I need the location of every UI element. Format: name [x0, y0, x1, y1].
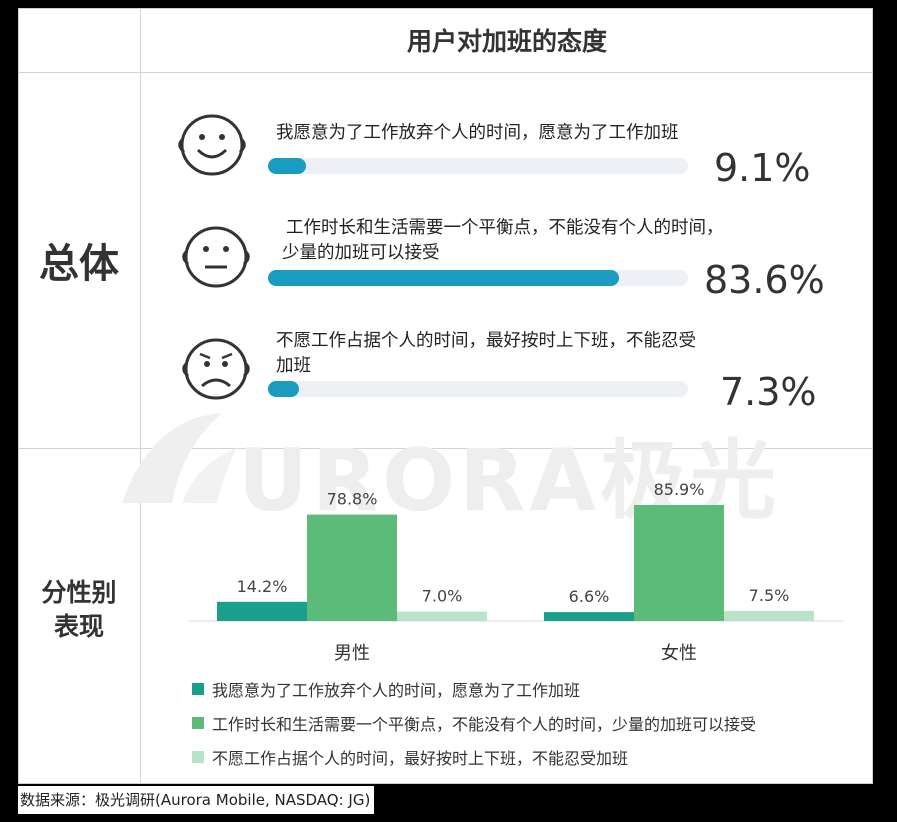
- page-title: 用户对加班的态度: [406, 27, 607, 56]
- bar-2-series-1: [544, 612, 634, 621]
- overall-item-1-bar: [268, 158, 307, 174]
- bar-2-series-3: [724, 610, 814, 621]
- overall-item-3-text-line1: 不愿工作占据个人的时间，最好按时上下班，不能忍受: [276, 331, 696, 351]
- legend-swatch-1: [192, 683, 204, 695]
- section-divider: [18, 448, 873, 449]
- legend-item-2: 工作时长和生活需要一个平衡点，不能没有个人的时间，少量的加班可以接受: [192, 711, 756, 735]
- overall-item-2-track: [268, 270, 688, 286]
- overall-item-2-bar: [268, 270, 620, 286]
- data-label-2-series-3: 7.5%: [749, 586, 790, 605]
- gender-label-line1: 分性别: [41, 578, 117, 607]
- data-label-2-series-1: 6.6%: [569, 587, 610, 606]
- legend-label-3: 不愿工作占据个人的时间，最好按时上下班，不能忍受加班: [212, 749, 629, 768]
- data-label-1-series-2: 78.8%: [327, 490, 378, 509]
- overall-item-1-track: [268, 158, 688, 174]
- source-note: 数据来源：极光调研(Aurora Mobile, NASDAQ: JG): [18, 786, 375, 814]
- legend-item-1: 我愿意为了工作放弃个人的时间，愿意为了工作加班: [192, 677, 580, 701]
- legend-label-1: 我愿意为了工作放弃个人的时间，愿意为了工作加班: [212, 681, 581, 700]
- overall-item-3-value: 7.3%: [720, 370, 817, 414]
- bar-2-series-2: [634, 505, 724, 621]
- overall-item-1-text: 我愿意为了工作放弃个人的时间，愿意为了工作加班: [276, 123, 679, 143]
- bar-1-series-3: [397, 611, 487, 621]
- bar-1-series-2: [307, 514, 397, 621]
- aurora-logo-watermark: [122, 413, 237, 503]
- legend-swatch-2: [192, 717, 204, 729]
- data-label-2-series-2: 85.9%: [654, 480, 705, 499]
- legend-swatch-3: [192, 751, 204, 763]
- data-label-1-series-1: 14.2%: [237, 577, 288, 596]
- title-divider: [18, 72, 873, 73]
- overall-item-3-text-line2: 加班: [276, 356, 311, 376]
- column-divider: [140, 8, 141, 784]
- gender-label: 分性别 表现: [18, 570, 140, 650]
- category-label-2: 女性: [661, 643, 697, 664]
- overall-item-3-track: [268, 381, 688, 397]
- happy-face-icon: [178, 114, 246, 176]
- neutral-face-icon: [182, 226, 250, 288]
- category-label-1: 男性: [334, 643, 370, 664]
- overall-item-2-text-line1: 工作时长和生活需要一个平衡点，不能没有个人的时间，: [286, 218, 724, 238]
- bar-1-series-1: [217, 601, 307, 621]
- overall-label: 总体: [39, 241, 119, 287]
- overall-item-2-text-line2: 少量的加班可以接受: [282, 243, 440, 263]
- overall-item-1-value: 9.1%: [714, 146, 811, 190]
- overall-item-3-bar: [268, 381, 299, 397]
- sad-face-icon: [182, 338, 250, 400]
- gender-bar-chart: 14.2% 78.8% 7.0% 男性 6.6% 85.9% 7.5% 女性: [189, 480, 843, 664]
- legend-label-2: 工作时长和生活需要一个平衡点，不能没有个人的时间，少量的加班可以接受: [212, 715, 757, 734]
- data-label-1-series-3: 7.0%: [422, 587, 463, 606]
- overall-item-2-value: 83.6%: [704, 258, 825, 302]
- gender-label-line2: 表现: [53, 612, 104, 641]
- legend-item-3: 不愿工作占据个人的时间，最好按时上下班，不能忍受加班: [192, 745, 628, 769]
